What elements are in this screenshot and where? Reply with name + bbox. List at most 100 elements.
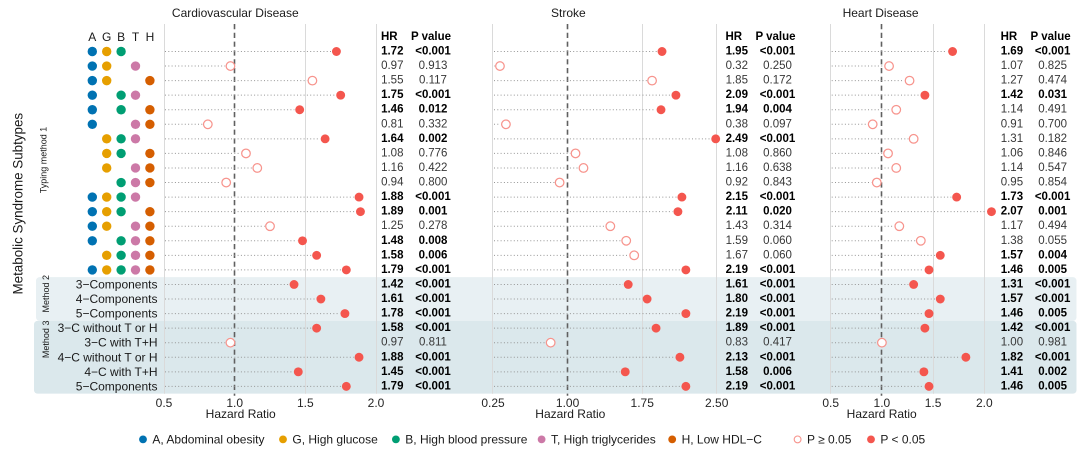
svg-text:1.00: 1.00 (1001, 337, 1023, 349)
svg-text:1.59: 1.59 (726, 235, 748, 247)
svg-text:2.07: 2.07 (1001, 206, 1023, 218)
svg-text:1.46: 1.46 (1001, 380, 1023, 392)
svg-text:Hazard Ratio: Hazard Ratio (206, 407, 276, 421)
svg-text:1.79: 1.79 (381, 264, 403, 276)
svg-text:HR: HR (1001, 31, 1018, 43)
svg-text:0.001: 0.001 (1038, 206, 1067, 218)
svg-text:0.005: 0.005 (1038, 380, 1067, 392)
svg-text:4−C with T+H: 4−C with T+H (84, 365, 157, 379)
svg-text:1.42: 1.42 (1001, 89, 1023, 101)
svg-text:<0.001: <0.001 (415, 89, 451, 101)
svg-text:Heart Disease: Heart Disease (843, 6, 919, 20)
svg-text:1.79: 1.79 (381, 380, 403, 392)
svg-text:1.69: 1.69 (1001, 46, 1023, 58)
svg-text:3−C without T or H: 3−C without T or H (58, 321, 158, 335)
svg-text:0.800: 0.800 (419, 177, 448, 189)
svg-text:0.913: 0.913 (419, 60, 448, 72)
svg-text:Hazard Ratio: Hazard Ratio (535, 407, 605, 421)
svg-text:4−C without T or H: 4−C without T or H (58, 350, 158, 364)
svg-text:0.005: 0.005 (1038, 264, 1067, 276)
svg-text:1.27: 1.27 (1001, 75, 1023, 87)
svg-text:0.097: 0.097 (763, 118, 792, 130)
svg-text:1.88: 1.88 (381, 191, 404, 203)
svg-text:1.08: 1.08 (726, 147, 748, 159)
svg-text:1.61: 1.61 (726, 278, 749, 290)
svg-text:0.32: 0.32 (726, 60, 748, 72)
svg-text:<0.001: <0.001 (760, 293, 796, 305)
svg-text:<0.001: <0.001 (1035, 191, 1071, 203)
svg-text:B: B (117, 30, 125, 44)
svg-text:1.88: 1.88 (381, 351, 404, 363)
svg-text:0.981: 0.981 (1038, 337, 1067, 349)
svg-text:2.0: 2.0 (368, 396, 385, 410)
svg-text:T: T (132, 30, 140, 44)
svg-text:0.38: 0.38 (726, 118, 748, 130)
svg-text:0.250: 0.250 (763, 60, 792, 72)
svg-text:1.45: 1.45 (381, 366, 404, 378)
svg-text:0.854: 0.854 (1038, 177, 1067, 189)
svg-text:2.11: 2.11 (726, 206, 748, 218)
svg-text:B, High blood pressure: B, High blood pressure (405, 432, 527, 446)
svg-text:<0.001: <0.001 (1035, 293, 1071, 305)
svg-text:1.48: 1.48 (381, 235, 404, 247)
svg-text:1.25: 1.25 (381, 220, 403, 232)
svg-text:P value: P value (755, 31, 795, 43)
svg-text:0.825: 0.825 (1038, 60, 1067, 72)
svg-text:<0.001: <0.001 (415, 46, 451, 58)
svg-text:1.75: 1.75 (381, 89, 404, 101)
svg-text:0.474: 0.474 (1038, 75, 1067, 87)
svg-text:0.5: 0.5 (822, 396, 839, 410)
svg-text:<0.001: <0.001 (760, 278, 796, 290)
svg-text:<0.001: <0.001 (760, 264, 796, 276)
svg-text:0.005: 0.005 (1038, 308, 1067, 320)
svg-text:1.55: 1.55 (381, 75, 403, 87)
svg-text:Metabolic Syndrome Subtypes: Metabolic Syndrome Subtypes (11, 113, 26, 295)
svg-text:<0.001: <0.001 (415, 351, 451, 363)
svg-text:P value: P value (411, 31, 451, 43)
svg-text:1.14: 1.14 (1001, 162, 1024, 174)
svg-text:0.060: 0.060 (763, 249, 792, 261)
svg-text:2.19: 2.19 (726, 308, 748, 320)
svg-text:0.002: 0.002 (419, 133, 448, 145)
svg-text:0.94: 0.94 (381, 177, 404, 189)
svg-text:<0.001: <0.001 (760, 308, 796, 320)
svg-text:G: G (102, 30, 111, 44)
svg-text:<0.001: <0.001 (415, 293, 451, 305)
svg-text:0.846: 0.846 (1038, 147, 1067, 159)
svg-text:0.97: 0.97 (381, 60, 403, 72)
svg-text:1.61: 1.61 (381, 293, 404, 305)
svg-text:<0.001: <0.001 (760, 322, 796, 334)
svg-text:1.46: 1.46 (1001, 264, 1023, 276)
svg-text:T, High triglycerides: T, High triglycerides (551, 432, 656, 446)
svg-text:1.38: 1.38 (1001, 235, 1023, 247)
svg-text:0.001: 0.001 (419, 206, 448, 218)
svg-text:1.31: 1.31 (1001, 133, 1023, 145)
svg-text:0.25: 0.25 (481, 396, 505, 410)
svg-text:P value: P value (1031, 31, 1071, 43)
svg-text:0.332: 0.332 (419, 118, 448, 130)
svg-text:A, Abdominal obesity: A, Abdominal obesity (152, 432, 264, 446)
svg-text:1.00: 1.00 (556, 396, 580, 410)
svg-text:1.16: 1.16 (381, 162, 403, 174)
svg-text:2.15: 2.15 (726, 191, 749, 203)
svg-text:2.19: 2.19 (726, 264, 748, 276)
svg-text:Method 3: Method 3 (41, 321, 51, 359)
svg-text:<0.001: <0.001 (760, 133, 796, 145)
svg-text:<0.001: <0.001 (1035, 46, 1071, 58)
svg-text:1.64: 1.64 (381, 133, 404, 145)
svg-text:<0.001: <0.001 (415, 264, 451, 276)
svg-text:1.58: 1.58 (381, 322, 404, 334)
svg-text:1.73: 1.73 (1001, 191, 1023, 203)
svg-text:1.14: 1.14 (1001, 104, 1024, 116)
svg-text:2.49: 2.49 (726, 133, 748, 145)
svg-text:1.58: 1.58 (381, 249, 404, 261)
svg-text:2.09: 2.09 (726, 89, 748, 101)
svg-text:1.31: 1.31 (1001, 278, 1024, 290)
svg-text:<0.001: <0.001 (1035, 351, 1071, 363)
svg-text:0.172: 0.172 (763, 75, 792, 87)
svg-text:1.16: 1.16 (726, 162, 748, 174)
svg-text:0.638: 0.638 (763, 162, 792, 174)
svg-text:0.278: 0.278 (419, 220, 448, 232)
svg-text:Typing method 1: Typing method 1 (39, 127, 49, 194)
svg-text:0.860: 0.860 (763, 147, 792, 159)
